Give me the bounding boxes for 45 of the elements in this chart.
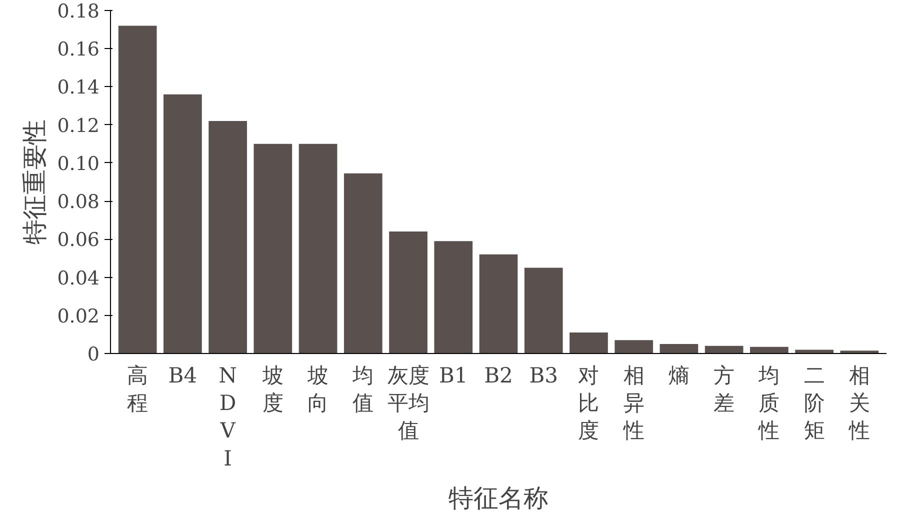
- bar: [298, 144, 338, 354]
- x-tick-label: 方差: [714, 364, 735, 416]
- y-tick-label: 0: [87, 344, 100, 366]
- x-tick-label: B2: [484, 364, 513, 388]
- x-tick-label: 相异性: [622, 364, 644, 443]
- x-tick-label: NDVI: [218, 364, 237, 470]
- x-tick-label: 灰度平均值: [387, 364, 430, 443]
- y-axis-title: 特征重要性: [20, 120, 50, 244]
- bar: [750, 346, 788, 354]
- y-tick-label: 0.02: [57, 305, 100, 328]
- bar: [254, 144, 292, 354]
- y-tick-label: 0.18: [57, 0, 100, 22]
- x-tick-label: 均值: [352, 364, 374, 416]
- x-tick-label: 均质性: [758, 364, 780, 443]
- y-tick-label: 0.12: [57, 114, 100, 137]
- bar: [524, 268, 563, 354]
- bar: [208, 121, 247, 354]
- x-tick-label: 坡度: [261, 364, 284, 416]
- x-tick-label: B4: [168, 364, 198, 388]
- x-tick-label: 坡向: [306, 364, 329, 416]
- x-tick-label: B3: [529, 364, 558, 388]
- bar: [479, 254, 518, 354]
- x-axis-title: 特征名称: [448, 483, 548, 512]
- bar: [614, 340, 654, 354]
- bar: [704, 346, 744, 354]
- x-tick-label: 熵: [668, 364, 690, 388]
- y-tick-label: 0.06: [57, 229, 100, 252]
- y-tick-label: 0.10: [57, 152, 100, 175]
- bar: [434, 241, 473, 354]
- bar: [660, 344, 698, 354]
- x-tick-label: B1: [438, 364, 468, 388]
- y-tick-label: 0.14: [57, 76, 100, 99]
- bar: [164, 94, 202, 354]
- bar: [344, 173, 382, 354]
- bar: [118, 26, 157, 354]
- x-tick-label: 二阶矩: [804, 364, 825, 443]
- y-tick-label: 0.08: [57, 191, 100, 214]
- y-tick-label: 0.16: [57, 38, 100, 61]
- bar: [570, 332, 608, 354]
- x-tick-label: 相关性: [848, 364, 870, 443]
- x-tick-label: 对比度: [578, 364, 600, 443]
- y-tick-label: 0.04: [57, 267, 100, 290]
- bar: [389, 232, 428, 354]
- x-tick-label: 高程: [127, 364, 148, 416]
- bar: [795, 350, 834, 354]
